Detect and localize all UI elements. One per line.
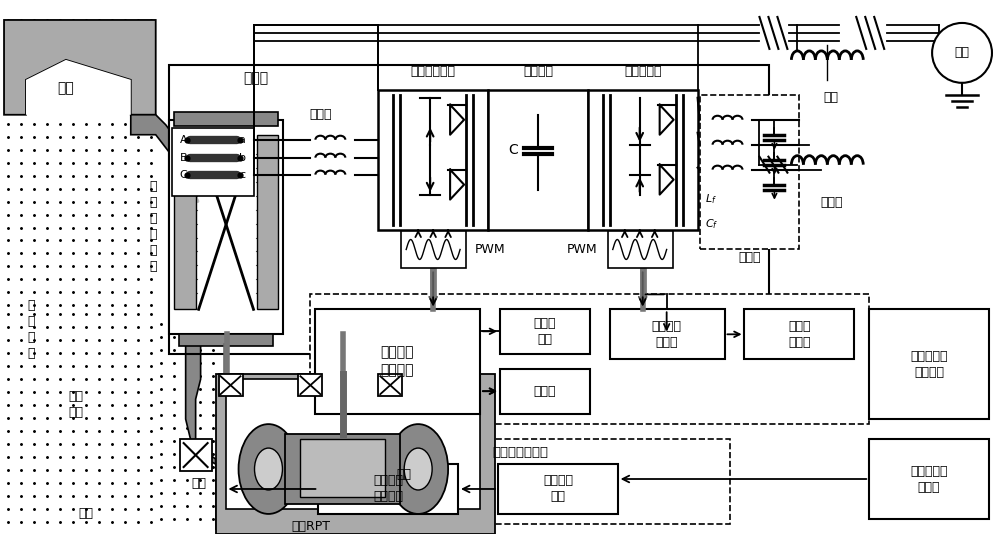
Bar xyxy=(310,294,869,424)
Text: $L_{f}$: $L_{f}$ xyxy=(705,193,716,207)
Bar xyxy=(174,135,196,309)
Bar xyxy=(744,309,854,360)
Bar xyxy=(700,95,799,249)
Text: 电网: 电网 xyxy=(955,47,970,59)
Text: 定子侧: 定子侧 xyxy=(243,71,268,85)
Text: 下库: 下库 xyxy=(78,507,93,521)
Text: $C_{f}$: $C_{f}$ xyxy=(705,218,718,232)
Bar xyxy=(370,461,438,487)
Bar xyxy=(169,55,769,65)
Bar xyxy=(300,439,385,497)
Bar xyxy=(608,231,673,269)
Circle shape xyxy=(932,23,992,83)
Text: 转速和导叶
优化器: 转速和导叶 优化器 xyxy=(910,464,948,493)
Polygon shape xyxy=(131,115,216,464)
Text: C: C xyxy=(508,143,518,157)
Text: 直流电
压控制: 直流电 压控制 xyxy=(788,320,811,349)
Text: 上库: 上库 xyxy=(58,81,74,95)
Text: 转子侧: 转子侧 xyxy=(309,108,332,121)
Bar xyxy=(169,120,283,334)
Text: 抽
水
模
式: 抽 水 模 式 xyxy=(27,299,35,360)
Text: A: A xyxy=(180,135,187,144)
Text: a: a xyxy=(239,135,246,144)
Bar xyxy=(216,459,475,529)
Text: 主变: 主变 xyxy=(824,91,839,104)
Text: 直流母线: 直流母线 xyxy=(523,65,553,78)
Bar xyxy=(285,434,400,504)
Bar xyxy=(488,90,588,230)
Text: 调速器: 调速器 xyxy=(534,385,556,398)
Text: 转子侧变流器: 转子侧变流器 xyxy=(411,65,456,78)
Bar xyxy=(318,464,458,514)
Text: C: C xyxy=(180,170,187,180)
Bar xyxy=(174,112,278,126)
Text: 水泵水轮机控制: 水泵水轮机控制 xyxy=(492,446,548,458)
Polygon shape xyxy=(4,20,156,115)
Text: 导叶伺服
执行机构: 导叶伺服 执行机构 xyxy=(373,475,403,503)
Text: 背靠背变流
器控制器: 背靠背变流 器控制器 xyxy=(910,350,948,379)
Bar xyxy=(216,374,495,534)
Bar xyxy=(257,135,278,309)
Text: 转子侧变
流器控制: 转子侧变 流器控制 xyxy=(380,346,414,377)
Text: c: c xyxy=(239,170,246,180)
Bar xyxy=(378,374,402,396)
Bar xyxy=(588,90,698,230)
Text: PWM: PWM xyxy=(567,243,598,256)
Bar xyxy=(869,309,989,419)
Text: b: b xyxy=(239,152,246,163)
Text: 阀门: 阀门 xyxy=(191,478,206,491)
Bar xyxy=(169,65,769,354)
Bar xyxy=(226,379,480,509)
Bar xyxy=(180,439,212,471)
Text: 滤波器: 滤波器 xyxy=(738,251,761,264)
Bar xyxy=(401,231,466,269)
Bar xyxy=(298,374,322,396)
Ellipse shape xyxy=(388,424,448,514)
Bar xyxy=(172,128,254,196)
Bar xyxy=(315,309,480,414)
Polygon shape xyxy=(26,60,131,115)
Bar xyxy=(179,334,273,346)
Bar xyxy=(219,374,243,396)
Text: 变速RPT: 变速RPT xyxy=(291,521,330,533)
Bar xyxy=(869,439,989,519)
Ellipse shape xyxy=(239,424,298,514)
Text: 交
流
励
磁
电
机: 交 流 励 磁 电 机 xyxy=(149,180,157,273)
Text: 网侧变流器: 网侧变流器 xyxy=(624,65,661,78)
Bar xyxy=(500,309,590,354)
Bar xyxy=(310,439,730,524)
Bar xyxy=(498,464,618,514)
Text: 调频控
制器: 调频控 制器 xyxy=(534,317,556,346)
Text: PWM: PWM xyxy=(475,243,506,256)
Text: 励磁变: 励磁变 xyxy=(820,196,843,209)
Text: B: B xyxy=(180,152,187,163)
Ellipse shape xyxy=(404,448,432,490)
Text: 导叶开度
控制: 导叶开度 控制 xyxy=(543,475,573,503)
Text: 下库: 下库 xyxy=(397,468,412,480)
Bar xyxy=(610,309,725,360)
Bar xyxy=(500,369,590,414)
Text: 网侧变流
器控制: 网侧变流 器控制 xyxy=(652,320,682,349)
Bar xyxy=(378,90,488,230)
Text: 输水
管道: 输水 管道 xyxy=(68,389,83,419)
Ellipse shape xyxy=(255,448,282,490)
